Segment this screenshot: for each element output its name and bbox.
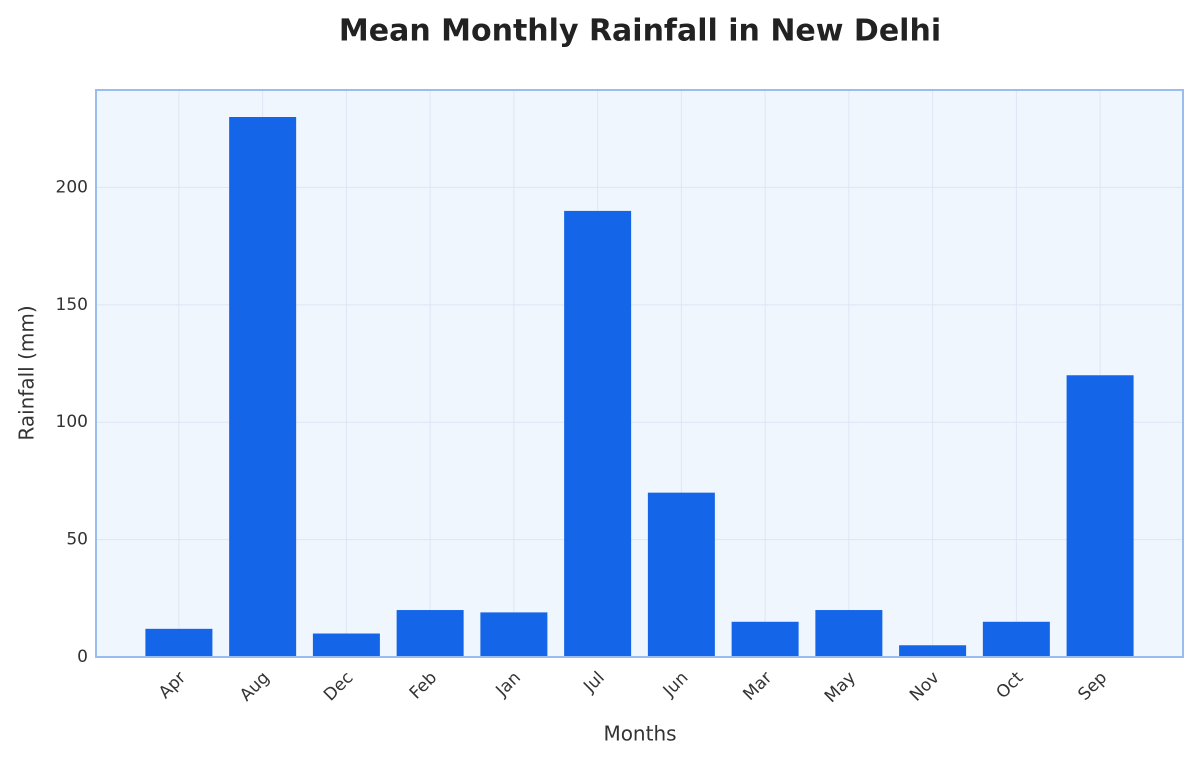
x-tick-label: Feb [406,668,441,703]
x-tick-label: Oct [992,668,1027,703]
x-tick-label: Jul [579,668,608,697]
x-tick-label: Apr [155,668,190,703]
bar [564,210,632,658]
bar [731,621,799,657]
bar [815,610,883,657]
x-tick-label: Sep [1074,668,1111,705]
bar [145,628,213,657]
bar [899,645,967,657]
x-tick-label: Nov [906,668,944,706]
x-tick-label: Jan [492,668,525,701]
bar [647,492,715,657]
x-tick-label: Aug [236,668,274,706]
bar [1066,375,1134,657]
x-tick-label: May [821,668,860,707]
x-axis-label: Months [603,722,676,746]
bar [982,621,1050,657]
bar [396,610,464,657]
bar [229,117,297,657]
y-axis-label: Rainfall (mm) [15,305,39,440]
chart-title: Mean Monthly Rainfall in New Delhi [339,14,941,49]
y-tick-label: 150 [56,295,88,315]
bar [312,633,380,657]
bar [480,612,548,657]
y-tick-label: 0 [77,647,88,667]
y-tick-label: 50 [66,530,88,550]
plot-border [95,89,1184,658]
y-tick-label: 100 [56,412,88,432]
x-tick-label: Dec [320,668,357,705]
x-tick-label: Mar [739,668,776,705]
x-tick-label: Jun [659,668,693,702]
y-tick-label: 200 [56,177,88,197]
